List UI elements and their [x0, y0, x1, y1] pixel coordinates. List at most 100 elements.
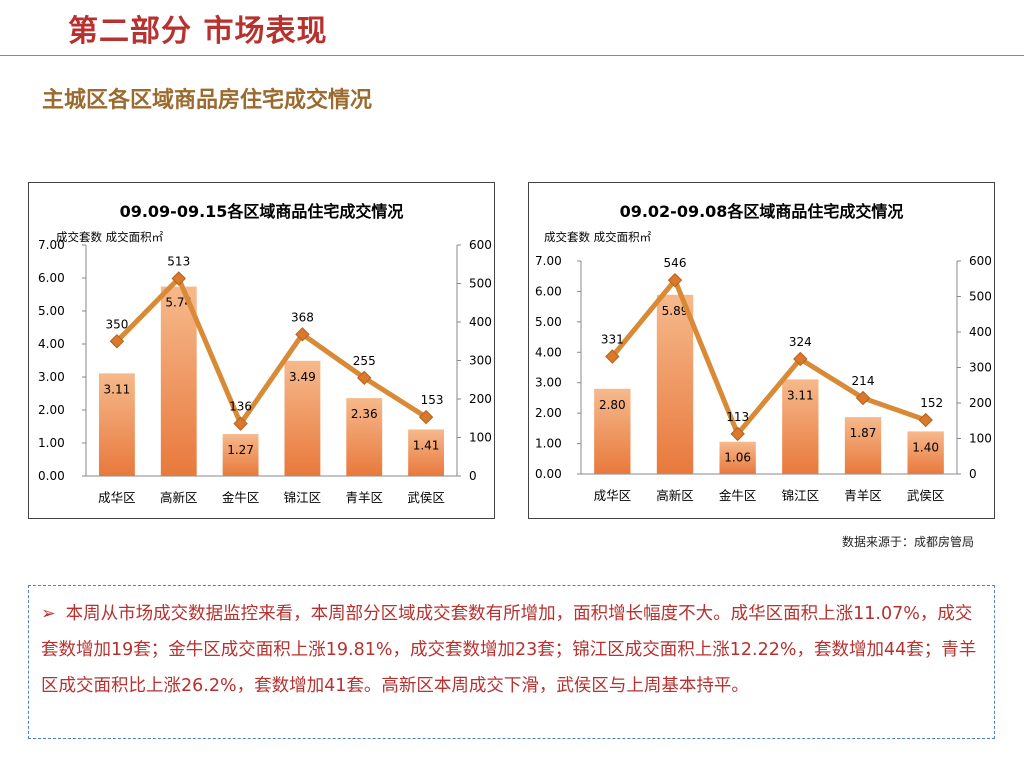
left-tick-label: 6.00: [38, 271, 65, 285]
left-tick-label: 1.00: [535, 437, 562, 451]
analysis-note-box: ➢ 本周从市场成交数据监控来看，本周部分区域成交套数有所增加，面积增长幅度不大。成…: [28, 585, 995, 739]
bullet-arrow-icon: ➢: [41, 604, 56, 624]
right-tick-label: 500: [969, 290, 992, 304]
x-category-label: 武侯区: [407, 490, 445, 505]
line-marker: [667, 272, 683, 288]
x-category-label: 锦江区: [782, 488, 820, 503]
analysis-note-text: 本周从市场成交数据监控来看，本周部分区域成交套数有所增加，面积增长幅度不大。成华…: [41, 604, 977, 696]
right-tick-label: 0: [469, 469, 477, 483]
x-category-label: 高新区: [656, 488, 694, 503]
x-category-label: 成华区: [98, 490, 136, 505]
units-sold-line: [610, 277, 927, 437]
x-category-label: 金牛区: [719, 488, 757, 503]
axis-label: 成交套数 成交面积㎡: [56, 230, 164, 244]
analysis-note: ➢ 本周从市场成交数据监控来看，本周部分区域成交套数有所增加，面积增长幅度不大。成…: [41, 596, 982, 704]
line-value-label: 153: [421, 393, 444, 407]
line-value-label: 152: [920, 396, 943, 410]
left-tick-label: 5.00: [38, 304, 65, 318]
bar-武侯区: [907, 431, 944, 474]
line-value-label: 136: [229, 400, 252, 414]
x-category-label: 金牛区: [222, 490, 260, 505]
left-tick-label: 4.00: [38, 337, 65, 351]
bar-金牛区: [719, 441, 756, 474]
right-tick-label: 100: [469, 431, 492, 445]
line-marker: [418, 409, 434, 425]
left-tick-label: 2.00: [38, 403, 65, 417]
units-sold-line: [115, 275, 428, 427]
chart-current-week: 09.09-09.15各区域商品住宅成交情况 成交套数 成交面积㎡ 0.00 1.00…: [28, 182, 495, 519]
left-tick-label: 3.00: [535, 376, 562, 390]
left-tick-label: 4.00: [535, 345, 562, 359]
line-marker: [855, 390, 871, 406]
bar-value-label: 1.41: [413, 438, 440, 452]
right-tick-label: 400: [469, 315, 492, 329]
line-marker: [357, 370, 372, 386]
line-value-label: 350: [105, 317, 128, 331]
x-category-label: 高新区: [160, 490, 198, 505]
bar-value-label: 3.11: [787, 388, 814, 402]
line-value-label: 513: [167, 254, 190, 268]
line-value-label: 214: [852, 374, 875, 388]
right-tick-label: 200: [469, 392, 492, 406]
right-tick-label: 0: [969, 467, 977, 481]
data-source-note: 数据来源于：成都房管局: [841, 535, 974, 549]
right-tick-label: 100: [969, 432, 992, 446]
bar-高新区: [160, 286, 197, 476]
bar-value-label: 3.11: [104, 382, 131, 396]
left-tick-label: 3.00: [38, 370, 65, 384]
bar-value-label: 1.87: [850, 426, 877, 440]
line-value-label: 546: [664, 256, 687, 270]
line-marker: [793, 351, 808, 367]
bar-value-label: 3.49: [289, 370, 316, 384]
line-marker: [295, 327, 310, 342]
right-tick-label: 300: [469, 354, 492, 368]
page-subtitle: 主城区各区域商品房住宅成交情况: [42, 88, 373, 113]
title-divider: [0, 55, 1024, 56]
left-tick-label: 7.00: [38, 238, 65, 252]
bar-value-label: 1.27: [227, 443, 254, 457]
x-category-label: 青羊区: [844, 488, 882, 503]
left-tick-label: 2.00: [535, 406, 562, 420]
axis-label: 成交套数 成交面积㎡: [544, 230, 652, 244]
right-tick-label: 400: [969, 325, 992, 339]
left-tick-label: 6.00: [535, 284, 562, 298]
bar-锦江区: [284, 360, 321, 476]
bar-高新区: [656, 294, 694, 474]
chart-title: 09.02-09.08各区域商品住宅成交情况: [620, 202, 904, 221]
right-tick-label: 600: [969, 254, 992, 268]
line-marker: [730, 426, 745, 442]
line-marker: [109, 334, 125, 349]
chart-title: 09.09-09.15各区域商品住宅成交情况: [120, 202, 404, 221]
bar-金牛区: [222, 434, 259, 476]
bar-武侯区: [408, 429, 445, 476]
left-tick-label: 7.00: [535, 254, 562, 268]
right-tick-label: 600: [469, 238, 492, 252]
bar-成华区: [594, 388, 631, 474]
bar-value-label: 1.40: [912, 440, 939, 454]
bar-青羊区: [346, 398, 383, 476]
page-title: 第二部分 市场表现: [68, 14, 328, 49]
bar-青羊区: [844, 417, 882, 474]
bar-锦江区: [782, 379, 819, 474]
line-marker: [605, 349, 620, 364]
bar-value-label: 2.36: [351, 407, 378, 421]
bar-value-label: 1.06: [724, 451, 751, 465]
line-value-label: 255: [353, 354, 376, 368]
line-value-label: 368: [291, 310, 314, 324]
line-marker: [918, 412, 933, 428]
line-value-label: 324: [789, 335, 812, 349]
line-value-label: 331: [601, 332, 624, 346]
right-tick-label: 300: [969, 361, 992, 375]
chart-previous-week: 09.02-09.08各区域商品住宅成交情况成交套数 成交面积㎡ 0.00 1.00…: [528, 182, 995, 519]
x-category-label: 成华区: [594, 488, 632, 503]
bar-value-label: 5.89: [662, 304, 689, 318]
right-tick-label: 200: [969, 396, 992, 410]
left-tick-label: 5.00: [535, 315, 562, 329]
x-category-label: 武侯区: [907, 488, 945, 503]
x-category-label: 锦江区: [284, 490, 322, 505]
left-tick-label: 0.00: [535, 467, 562, 481]
left-tick-label: 0.00: [38, 469, 65, 483]
bar-成华区: [98, 373, 135, 476]
